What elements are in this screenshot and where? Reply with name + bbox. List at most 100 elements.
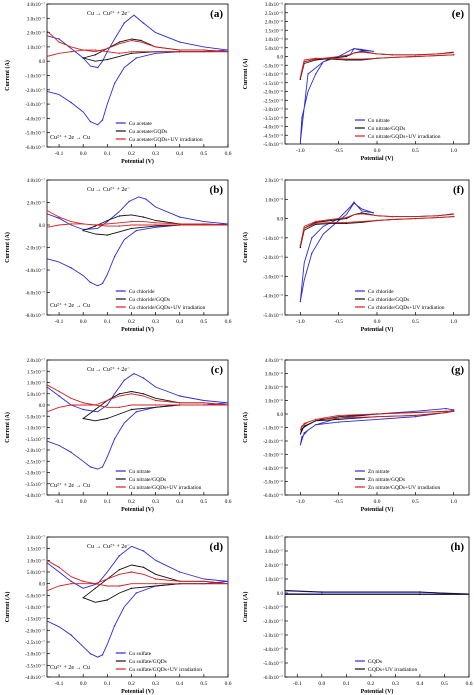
series-point xyxy=(94,224,97,226)
series-point xyxy=(154,578,157,580)
annotation-oxidation: Cu → Cu²⁺ + 2e⁻ xyxy=(87,10,130,17)
series-point xyxy=(47,562,48,564)
x-tick-label: -0.1 xyxy=(55,319,64,325)
plot-frame xyxy=(284,536,470,678)
y-tick-label: 1.5x10⁻⁷ xyxy=(27,369,45,375)
y-tick-label: -6.0x10⁻⁶ xyxy=(263,493,283,499)
series-point xyxy=(311,237,313,239)
y-tick-label: -1.5x10⁻⁷ xyxy=(25,437,45,443)
x-tick-label: 0.1 xyxy=(104,319,111,325)
y-tick-label: 4.0x10⁻⁷ xyxy=(27,2,45,8)
legend-label: Cu sulfate xyxy=(129,650,152,657)
x-tick-label: 0.2 xyxy=(367,681,374,687)
series-point xyxy=(203,223,205,225)
x-tick-label: 0.6 xyxy=(225,499,232,505)
series-point xyxy=(89,466,92,468)
y-tick-label: 3.0x10⁻⁶ xyxy=(265,372,283,378)
y-axis-label: Current (A) xyxy=(4,412,11,443)
series-line xyxy=(299,51,454,78)
panel-letter: (f) xyxy=(453,184,464,196)
x-tick-label: 0.4 xyxy=(176,319,183,325)
y-axis-label: Current (A) xyxy=(4,232,11,263)
series-point xyxy=(118,215,121,217)
y-tick-label: -3.0x10⁻⁵ xyxy=(263,274,283,280)
series-point xyxy=(118,52,121,54)
y-tick-label: -2.0x10⁻⁷ xyxy=(263,619,283,625)
panel-letter: (g) xyxy=(451,364,464,376)
panel-d: -4.0x10⁻⁷ -3.5x10⁻⁷ -3.0x10⁻⁷ -2.5x10⁻⁷ -2.0… xyxy=(4,535,232,695)
y-tick-label: 0.0 xyxy=(39,404,46,409)
series-point xyxy=(338,421,340,423)
series-point xyxy=(453,410,455,412)
x-tick-label: 0.4 xyxy=(176,681,183,687)
x-tick-label: 0.2 xyxy=(128,151,135,157)
annotation-reduction: Cu²⁺ + 2e → Cu xyxy=(50,302,90,309)
series-point xyxy=(113,82,116,85)
legend-label: Cu nitrate xyxy=(129,469,151,475)
series-line xyxy=(47,30,228,57)
series-point xyxy=(203,402,205,404)
series-point xyxy=(315,418,317,421)
annotation-reduction: Cu²⁺ + 2e → Cu xyxy=(50,134,90,141)
legend-label: Co nitrate/GQDs+UV irradiation xyxy=(368,134,441,140)
series-point xyxy=(94,408,97,411)
panel-h: -6.0x10⁻⁷ -5.0x10⁻⁷ -4.0x10⁻⁷ -3.0x10⁻⁷ -2.0… xyxy=(242,535,473,695)
series-point xyxy=(315,58,317,60)
series-point xyxy=(58,390,60,393)
series-point xyxy=(299,244,301,247)
series-point xyxy=(303,425,305,427)
y-tick-label: -3.5x10⁻⁷ xyxy=(25,663,45,669)
series-point xyxy=(203,580,205,582)
x-tick-label: -0.1 xyxy=(293,681,302,687)
x-axis-label: Potential (V) xyxy=(121,506,154,513)
series-point xyxy=(414,55,416,58)
series-point xyxy=(203,49,205,51)
x-axis-label: Potential (V) xyxy=(361,326,394,333)
series-point xyxy=(372,212,374,214)
series-point xyxy=(106,220,109,223)
x-tick-label: 1.0 xyxy=(450,499,457,505)
series-point xyxy=(118,569,121,571)
y-tick-label: -1.5x10⁻⁷ xyxy=(25,617,45,623)
series-point xyxy=(82,417,84,420)
series-point xyxy=(106,223,109,225)
series-point xyxy=(118,555,121,557)
y-tick-label: -5.0x10⁻⁶ xyxy=(263,480,283,486)
series-point xyxy=(179,216,181,218)
series-point xyxy=(89,653,92,655)
x-tick-label: 0.0 xyxy=(374,319,381,325)
y-tick-label: -4.0x10⁻⁷ xyxy=(263,647,283,653)
annotation-oxidation: Cu → Cu²⁺ + 2e⁻ xyxy=(87,366,130,373)
series-point xyxy=(227,49,228,51)
series-point xyxy=(453,215,455,218)
panel-letter: (h) xyxy=(451,541,465,553)
series-point xyxy=(203,583,205,585)
panel-letter: (b) xyxy=(210,184,224,196)
y-tick-label: -3.0x10⁻⁵ xyxy=(263,107,283,113)
x-tick-label: 0.0 xyxy=(80,499,87,505)
legend-label: Zn nitrate xyxy=(368,469,390,475)
series-point xyxy=(453,409,455,411)
series-point xyxy=(179,41,181,43)
series-point xyxy=(142,377,145,379)
x-tick-label: 0.0 xyxy=(80,681,87,687)
annotation-oxidation: Cu → Cu²⁺ + 2e⁻ xyxy=(87,186,130,193)
series-point xyxy=(372,50,374,52)
x-tick-label: 0.3 xyxy=(392,681,399,687)
x-tick-label: -1.0 xyxy=(296,499,305,505)
series-point xyxy=(203,224,205,226)
y-tick-label: 1.0x10⁻⁶ xyxy=(265,399,283,405)
series-point xyxy=(142,550,145,552)
series-point xyxy=(140,39,142,42)
y-tick-label: 2.5x10⁻⁵ xyxy=(265,11,283,17)
y-tick-label: 0.0 xyxy=(39,224,46,229)
series-point xyxy=(123,22,125,24)
annotation-reduction: Cu²⁺ + 2e → Cu xyxy=(50,482,90,489)
series-point xyxy=(299,76,301,79)
series-point xyxy=(315,420,317,422)
y-tick-label: 3.0x10⁻⁷ xyxy=(265,549,283,555)
series-point xyxy=(113,438,116,440)
panel-g: -6.0x10⁻⁶ -5.0x10⁻⁶ -4.0x10⁻⁶ -3.0x10⁻⁶ -2.0… xyxy=(242,358,470,513)
series-point xyxy=(94,225,97,227)
y-tick-label: -5.0x10⁻⁷ xyxy=(25,131,45,137)
